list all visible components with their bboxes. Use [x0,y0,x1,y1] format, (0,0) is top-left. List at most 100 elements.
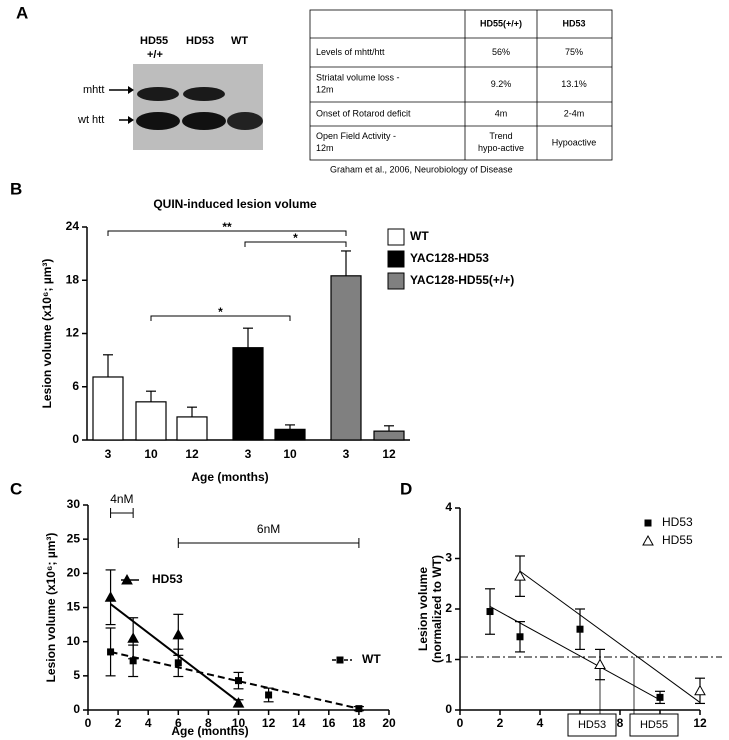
marker [235,677,242,685]
y-tick-label: 6 [72,379,79,393]
marker [232,697,245,708]
marker [576,625,584,633]
bar [330,275,362,441]
legend-label: HD53 [152,572,183,586]
marker [336,656,344,664]
x-tick-label: 12 [693,716,707,730]
x-tick-label: 10 [144,447,158,461]
arrow-head [128,86,134,94]
table-cell: 75% [565,47,583,57]
table-header: HD53 [562,18,585,28]
table-cell: Trend hypo-active [478,131,524,153]
x-tick-label: 10 [232,716,246,730]
y-axis-label: Lesion volume (x10⁶; µm³) [40,259,54,409]
y-tick-label: 24 [66,219,80,233]
y-tick-label: 1 [445,652,452,666]
significance-bracket [150,315,291,321]
x-tick-label: 3 [245,447,252,461]
x-tick-label: 0 [457,716,464,730]
table-border [309,9,613,161]
x-tick-label: 12 [185,447,199,461]
marker [127,632,139,643]
legend-label: YAC128-HD55(+/+) [410,273,514,287]
table [309,9,613,161]
marker [129,657,137,665]
legend-swatch [387,272,405,290]
y-axis-label: (normalized to WT) [430,555,444,663]
table-header: HD55(+/+) [480,18,522,28]
table-cell: Striatal volume loss - 12m [316,73,400,95]
fit-line [489,606,661,701]
cell-line: 12m [316,85,334,95]
dose-bracket [177,538,360,548]
table-cell: 2-4m [564,108,585,118]
bar [274,428,306,441]
citation: Graham et al., 2006, Neurobiology of Dis… [330,164,513,174]
y-tick-label: 18 [66,272,80,286]
x-tick-label: 3 [343,447,350,461]
marker [174,659,182,667]
cell-line: Trend [489,131,512,141]
box-label: HD53 [578,719,606,731]
marker [656,693,664,701]
marker [486,608,494,616]
legend-label: YAC128-HD53 [410,251,489,265]
y-tick-label: 2 [445,601,452,615]
x-tick-label: 16 [322,716,336,730]
table-cell: 13.1% [561,79,587,89]
panel-label: A [16,3,28,22]
y-tick-label: 12 [66,326,80,340]
bar [135,401,167,441]
x-tick-label: 12 [382,447,396,461]
x-axis-label: Age (months) [191,470,268,484]
y-tick-label: 3 [445,551,452,565]
lane-label: WT [231,35,248,47]
x-tick-label: 4 [537,716,544,730]
bar [176,416,208,441]
arrow-head [128,116,134,124]
bar [92,376,124,441]
marker [121,573,133,585]
box-label: HD55 [640,719,668,731]
y-tick-label: 0 [73,702,80,716]
x-axis-label: Age (months) [171,724,248,738]
marker [355,705,363,713]
cell-line: Striatal volume loss - [316,73,400,83]
significance-bracket [107,230,347,236]
band-label: wt htt [77,114,104,126]
band [183,87,225,101]
significance-label: * [293,231,298,245]
table-cell: Onset of Rotarod deficit [316,108,411,118]
y-tick-label: 30 [67,497,81,511]
significance-label: * [218,305,223,319]
cell-line: hypo-active [478,143,524,153]
marker [514,570,526,581]
y-tick-label: 4 [445,500,452,514]
marker [107,648,115,656]
legend-label: WT [410,229,429,243]
x-tick-label: 4 [145,716,152,730]
lane-label: +/+ [147,49,163,61]
y-tick-label: 15 [67,600,81,614]
y-tick-label: 20 [67,566,81,580]
fit-line [109,603,240,703]
marker [265,691,273,699]
chart-title: QUIN-induced lesion volume [153,197,317,211]
x-tick-label: 10 [283,447,297,461]
label-box [567,713,617,737]
marker [694,684,706,696]
x-tick-label: 8 [205,716,212,730]
band [137,87,179,101]
marker [594,658,606,670]
x-tick-label: 2 [115,716,122,730]
y-axis-label: Lesion volume (x10⁶; µm³) [44,533,58,683]
legend-label: HD53 [662,515,693,529]
legend-label: WT [362,652,381,666]
x-tick-label: 20 [382,716,396,730]
marker [516,633,524,641]
band-label: mhtt [83,84,104,96]
y-tick-label: 25 [67,531,81,545]
x-tick-label: 3 [105,447,112,461]
